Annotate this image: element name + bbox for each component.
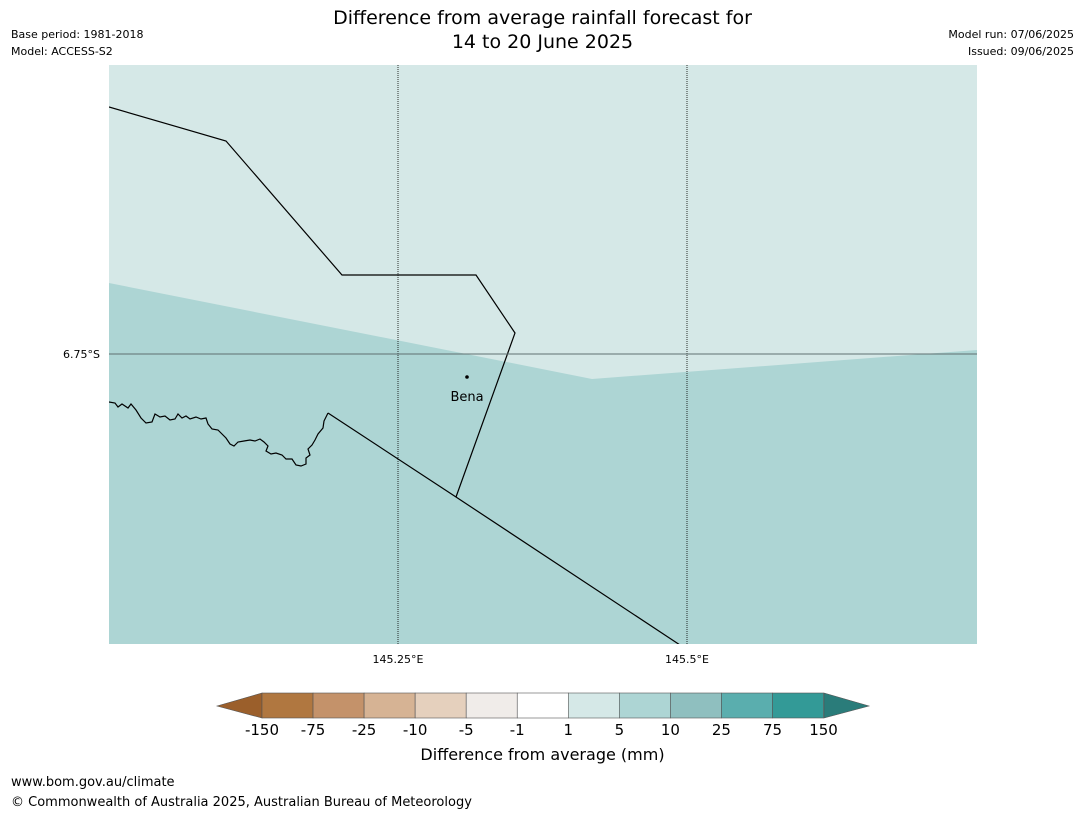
- colorbar-title: Difference from average (mm): [420, 745, 665, 764]
- colorbar-cell: [567, 692, 620, 719]
- base-info: Base period: 1981-2018 Model: ACCESS-S2: [11, 26, 143, 60]
- colorbar-tick-label: 75: [763, 721, 782, 739]
- colorbar-ticks: -150 -75 -25 -10 -5 -1 1 5 10 25 75 150: [245, 721, 838, 739]
- colorbar-tick-label: -150: [245, 721, 279, 739]
- colorbar-tick-label: 25: [712, 721, 731, 739]
- colorbar-tick-label: -10: [403, 721, 428, 739]
- map-area: [109, 65, 977, 644]
- colorbar-cell: [312, 692, 365, 719]
- colorbar-tick-label: -5: [459, 721, 474, 739]
- colorbar: -150 -75 -25 -10 -5 -1 1 5 10 25 75 150: [215, 692, 871, 739]
- longitude-label-145-25: 145.25°E: [373, 653, 424, 666]
- colorbar-cell: [619, 692, 671, 719]
- colorbar-tick-label: 150: [809, 721, 838, 739]
- colorbar-tick-label: -1: [510, 721, 525, 739]
- base-period-label: Base period: 1981-2018: [11, 28, 144, 41]
- colorbar-tick-label: -75: [301, 721, 326, 739]
- title-line-2: 14 to 20 June 2025: [451, 31, 634, 53]
- colorbar-cell: [516, 692, 569, 719]
- colorbar-cells: [261, 692, 824, 719]
- colorbar-cell: [721, 692, 773, 719]
- colorbar-tick-label: 1: [564, 721, 574, 739]
- colorbar-tick-label: 5: [615, 721, 625, 739]
- town-marker: [465, 375, 469, 379]
- coastline: [109, 401, 329, 467]
- rainfall-region-5-to-10: [109, 283, 977, 644]
- title-line-1: Difference from average rainfall forecas…: [333, 7, 752, 29]
- colorbar-cell: [363, 692, 416, 719]
- town-label: Bena: [450, 390, 483, 405]
- issued-label: Issued: 09/06/2025: [967, 45, 1074, 58]
- province-boundary: [109, 106, 516, 498]
- map-title: Difference from average rainfall forecas…: [0, 6, 1085, 54]
- colorbar-extend-high: [823, 692, 871, 719]
- colorbar-extend-low: [215, 692, 263, 719]
- model-run-label: Model run: 07/06/2025: [948, 28, 1074, 41]
- website-link[interactable]: www.bom.gov.au/climate: [11, 775, 175, 790]
- colorbar-cell: [465, 692, 518, 719]
- copyright-text: © Commonwealth of Australia 2025, Austra…: [11, 795, 472, 810]
- run-info: Model run: 07/06/2025 Issued: 09/06/2025: [948, 26, 1074, 60]
- colorbar-cell: [772, 692, 824, 719]
- latitude-label: 6.75°S: [63, 348, 100, 361]
- colorbar-cell: [261, 692, 314, 719]
- district-boundary: [327, 412, 680, 644]
- boundary-lines: [109, 106, 680, 644]
- colorbar-cell: [670, 692, 722, 719]
- model-label: Model: ACCESS-S2: [11, 45, 113, 58]
- colorbar-cell: [414, 692, 467, 719]
- colorbar-tick-label: 10: [661, 721, 680, 739]
- colorbar-tick-label: -25: [352, 721, 377, 739]
- longitude-label-145-5: 145.5°E: [665, 653, 709, 666]
